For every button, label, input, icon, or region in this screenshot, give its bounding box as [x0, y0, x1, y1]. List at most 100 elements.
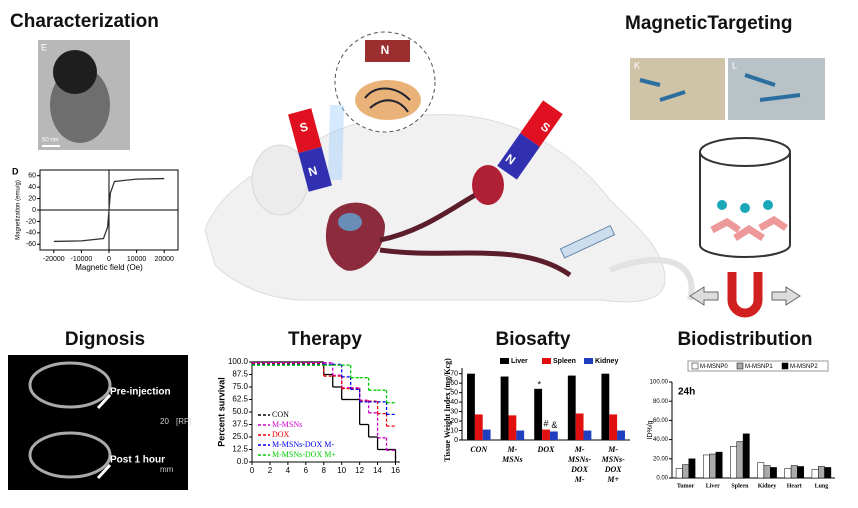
- legend-label: Kidney: [595, 358, 618, 365]
- legend-swatch: [542, 358, 551, 364]
- magnet-label: N: [307, 163, 319, 179]
- scale-label: 50 nm: [42, 138, 59, 144]
- cells: [710, 215, 788, 241]
- y-tick-label: 75.0: [232, 382, 248, 391]
- magnet-n: [497, 133, 540, 180]
- bar: [715, 451, 723, 479]
- u-magnet: [727, 272, 763, 318]
- bar: [508, 415, 517, 440]
- mri-label: Pre-injection: [110, 387, 171, 398]
- magnet-label: N: [381, 43, 390, 57]
- x-tick-label: 0: [250, 466, 255, 475]
- section-title: Characterization: [10, 11, 159, 32]
- section-title: Biodistribution: [677, 329, 812, 350]
- legend-label: M-MSNP0: [700, 364, 728, 370]
- bar: [482, 429, 491, 440]
- x-tick-label: Tumor: [677, 483, 695, 489]
- y-tick-label: 12.5: [232, 445, 248, 454]
- y-tick-label: -60: [26, 241, 36, 248]
- x-tick-label: DOX: [570, 465, 589, 474]
- x-tick-label: MSNs-: [567, 455, 591, 464]
- legend-swatch: [584, 358, 593, 364]
- x-tick-label: MSNs-: [601, 455, 625, 464]
- y-tick-label: 0.00: [656, 476, 668, 482]
- bar: [730, 446, 737, 479]
- legend-label: M-MSNP1: [745, 364, 773, 370]
- dish-rim: [699, 137, 791, 167]
- bar: [757, 462, 765, 479]
- panel-label: 24h: [678, 387, 695, 398]
- legend-label: Liver: [511, 358, 528, 365]
- x-tick-label: 10: [337, 466, 346, 475]
- y-tick-label: 80.00: [653, 399, 669, 405]
- legend-label: Spleen: [553, 358, 576, 365]
- bar: [617, 430, 625, 440]
- magnet-label: S: [298, 119, 309, 135]
- x-axis-label: Magnetic field (Oe): [75, 263, 143, 272]
- y-tick-label: 0: [454, 437, 458, 444]
- y-tick-label: 40: [450, 399, 458, 406]
- particle: [717, 200, 727, 210]
- bar: [467, 373, 475, 440]
- section-title: Therapy: [288, 329, 362, 350]
- y-tick-label: 100.00: [650, 380, 669, 386]
- bar: [682, 464, 690, 479]
- y-axis-label: ID%/g: [647, 420, 654, 439]
- magnet-s: [288, 108, 322, 154]
- y-tick-label: 100.0: [228, 357, 249, 366]
- y-tick-label: 10: [450, 427, 458, 434]
- bar: [601, 373, 610, 440]
- x-tick-label: MSNs: [501, 455, 522, 464]
- x-tick-label: Heart: [787, 483, 802, 489]
- bar: [575, 413, 584, 440]
- syringe: [559, 224, 616, 259]
- x-tick-label: 2: [268, 466, 273, 475]
- x-tick-label: DOX: [537, 445, 556, 454]
- bar: [516, 430, 525, 440]
- legend-swatch: [781, 362, 789, 370]
- y-tick-label: 60.00: [653, 418, 669, 424]
- y-tick-label: 20: [450, 418, 458, 425]
- x-tick-label: M-: [507, 445, 518, 454]
- mri-scale: 20: [160, 417, 169, 426]
- legend-label: M-MSNs: [272, 420, 302, 429]
- bar: [770, 467, 777, 479]
- x-tick-label: 0: [107, 256, 111, 263]
- x-tick-label: Liver: [706, 483, 720, 489]
- legend-label: CON: [272, 410, 289, 419]
- mri-slice: [28, 431, 112, 479]
- bar: [688, 458, 696, 479]
- legend-swatch: [736, 362, 744, 370]
- particle: [740, 203, 750, 213]
- mri-arrows: [96, 393, 112, 480]
- section-title: Dignosis: [65, 329, 145, 350]
- panel-label: E: [41, 42, 47, 52]
- bar: [811, 469, 819, 479]
- x-tick-label: M+: [606, 475, 619, 484]
- bar: [784, 468, 792, 479]
- y-tick-label: -40: [26, 230, 36, 237]
- legend-box: [687, 360, 829, 372]
- annotation: &: [551, 420, 557, 430]
- magnet: [365, 40, 410, 62]
- y-tick-label: 0.0: [237, 457, 249, 466]
- y-axis-label: Percent survival: [216, 377, 226, 447]
- bar: [542, 429, 550, 440]
- panel-label: D: [12, 166, 19, 176]
- panel-label: K: [634, 60, 640, 70]
- vessels-inset: [364, 87, 411, 113]
- bar: [567, 375, 576, 440]
- y-tick-label: 0: [32, 207, 36, 214]
- y-tick-label: 50: [450, 389, 458, 396]
- arrows: [689, 286, 801, 306]
- mri-scale: mm: [160, 465, 174, 474]
- x-tick-label: 12: [355, 466, 364, 475]
- legend-label: M-MSNs-DOX M+: [272, 450, 336, 459]
- x-tick-label: Kidney: [758, 483, 777, 489]
- legend-label: M-MSNs-DOX M-: [272, 440, 334, 449]
- section-title: Biosafty: [496, 329, 571, 350]
- x-tick-label: Lung: [815, 483, 829, 489]
- mouse-tail: [608, 257, 695, 301]
- y-axis-label: Tissue Weight Index (mg/Kcg): [443, 358, 452, 462]
